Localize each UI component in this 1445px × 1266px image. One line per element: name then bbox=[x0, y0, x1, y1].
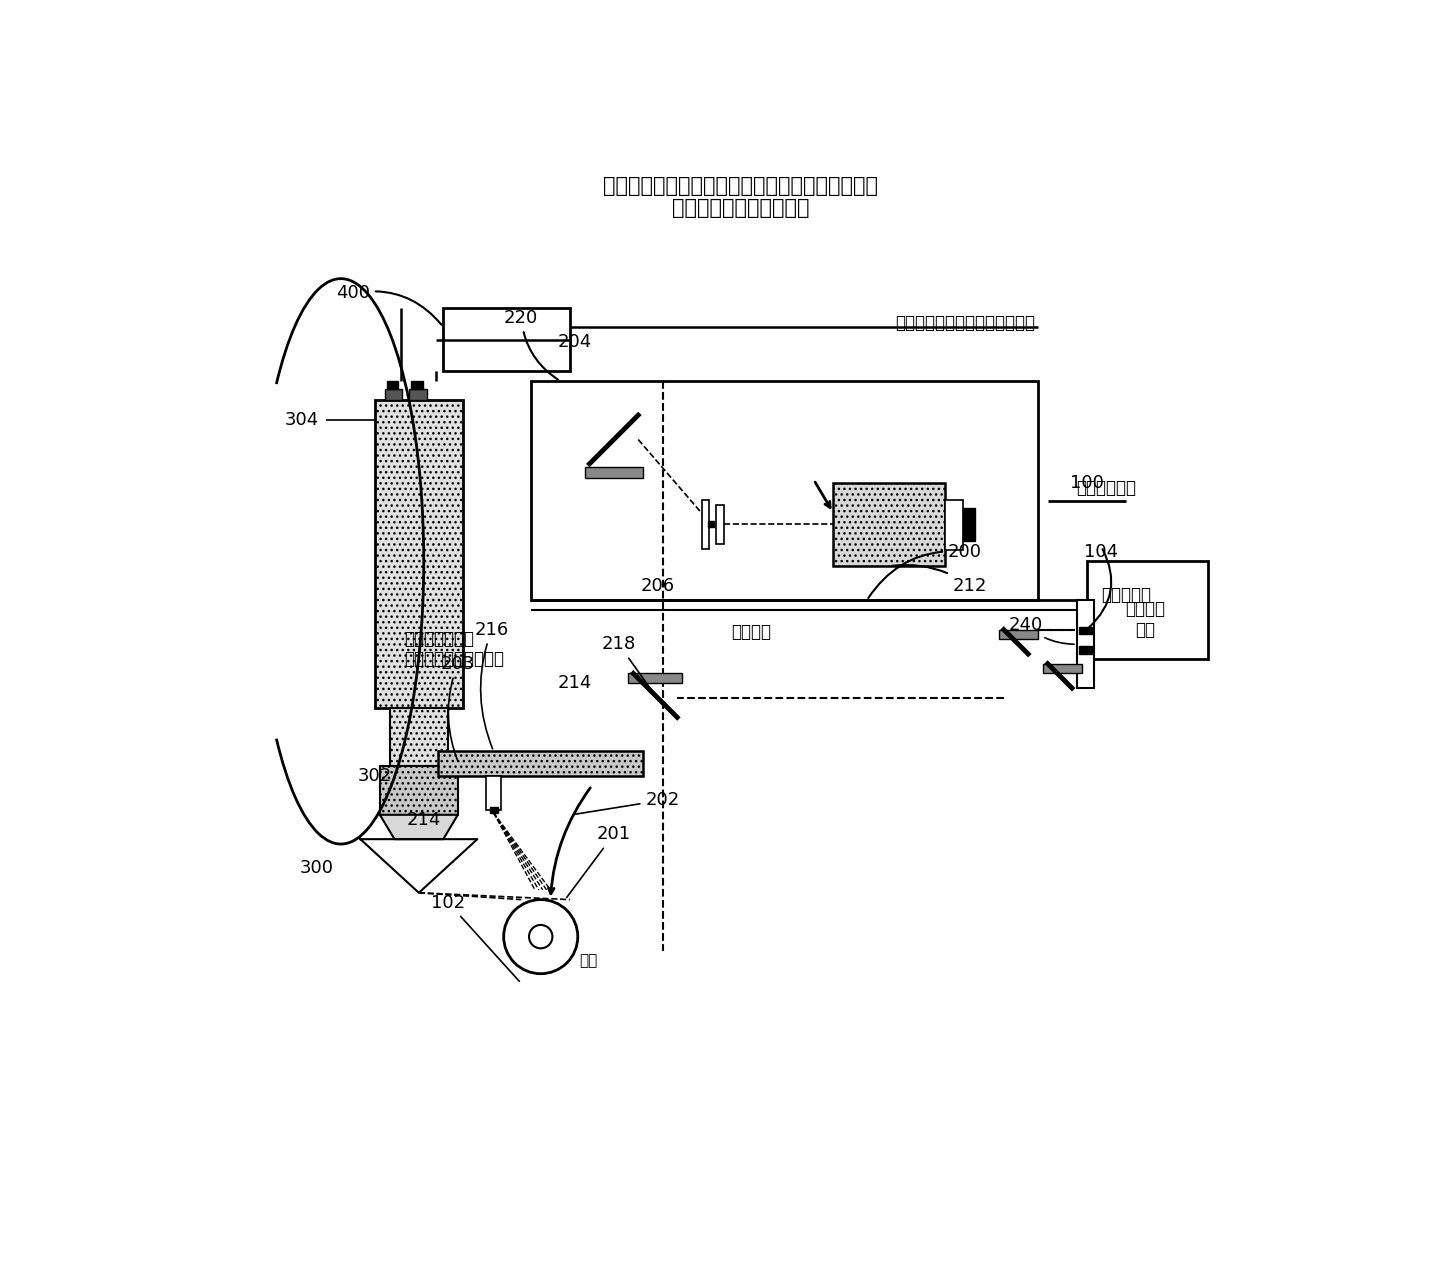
Text: 牛顿环照明源: 牛顿环照明源 bbox=[1077, 480, 1136, 498]
Bar bbox=[384, 389, 402, 400]
Bar bbox=[1079, 646, 1092, 655]
Text: 104: 104 bbox=[1084, 543, 1118, 561]
Circle shape bbox=[529, 925, 552, 948]
Text: 203: 203 bbox=[441, 655, 475, 761]
Bar bbox=[708, 522, 714, 527]
Bar bbox=[380, 766, 458, 815]
Text: 240: 240 bbox=[1009, 615, 1074, 644]
Text: 200: 200 bbox=[868, 543, 981, 598]
Text: 束组合器: 束组合器 bbox=[731, 623, 770, 641]
Bar bbox=[444, 308, 569, 371]
Text: 204: 204 bbox=[558, 333, 592, 351]
Text: 201: 201 bbox=[566, 825, 631, 898]
Bar bbox=[629, 674, 682, 684]
Text: 激光切割束: 激光切割束 bbox=[1101, 586, 1152, 604]
Text: 218: 218 bbox=[601, 636, 653, 693]
Bar bbox=[962, 508, 974, 542]
Text: 304: 304 bbox=[285, 411, 319, 429]
Text: 214: 214 bbox=[406, 810, 441, 829]
Bar bbox=[490, 806, 497, 813]
Text: 102: 102 bbox=[431, 894, 519, 981]
Bar bbox=[834, 484, 945, 566]
Bar bbox=[1079, 627, 1092, 634]
Text: 眼睛的角膜散光轴的系统: 眼睛的角膜散光轴的系统 bbox=[672, 199, 809, 219]
Text: 超短脉冲
激光: 超短脉冲 激光 bbox=[1126, 600, 1165, 639]
Text: 220: 220 bbox=[504, 309, 558, 380]
Text: 212: 212 bbox=[892, 565, 987, 595]
Circle shape bbox=[504, 900, 578, 974]
Bar bbox=[387, 381, 399, 389]
Bar bbox=[998, 629, 1038, 639]
Text: 100: 100 bbox=[1069, 475, 1104, 492]
Bar bbox=[1077, 600, 1094, 687]
Text: 400: 400 bbox=[337, 285, 442, 325]
Bar bbox=[530, 381, 1038, 600]
Bar bbox=[409, 389, 426, 400]
Text: 206: 206 bbox=[640, 577, 675, 595]
Text: 基于沙氏原理的
晶状体、角膜定位系统: 基于沙氏原理的 晶状体、角膜定位系统 bbox=[405, 629, 504, 668]
Polygon shape bbox=[380, 815, 458, 839]
Text: 302: 302 bbox=[358, 767, 392, 785]
Bar bbox=[945, 500, 962, 549]
Bar bbox=[702, 500, 709, 548]
Text: 用于牛顿环测量的远心检测系统: 用于牛顿环测量的远心检测系统 bbox=[894, 314, 1035, 332]
Bar bbox=[585, 467, 643, 479]
Bar bbox=[1043, 663, 1082, 674]
Bar bbox=[410, 381, 423, 389]
Bar bbox=[376, 400, 462, 708]
Text: 用于激光辅助白内障手术治疗的用于测量经对接的: 用于激光辅助白内障手术治疗的用于测量经对接的 bbox=[603, 176, 879, 196]
Bar bbox=[438, 752, 643, 776]
Bar bbox=[1087, 561, 1208, 658]
Text: 300: 300 bbox=[299, 860, 334, 877]
Text: 眼睛: 眼睛 bbox=[579, 953, 598, 968]
Text: 216: 216 bbox=[475, 620, 509, 749]
Polygon shape bbox=[360, 839, 477, 893]
Bar bbox=[486, 776, 501, 810]
Bar bbox=[390, 708, 448, 766]
Text: 202: 202 bbox=[574, 791, 679, 814]
Bar bbox=[717, 505, 724, 544]
Text: 214: 214 bbox=[558, 675, 592, 693]
